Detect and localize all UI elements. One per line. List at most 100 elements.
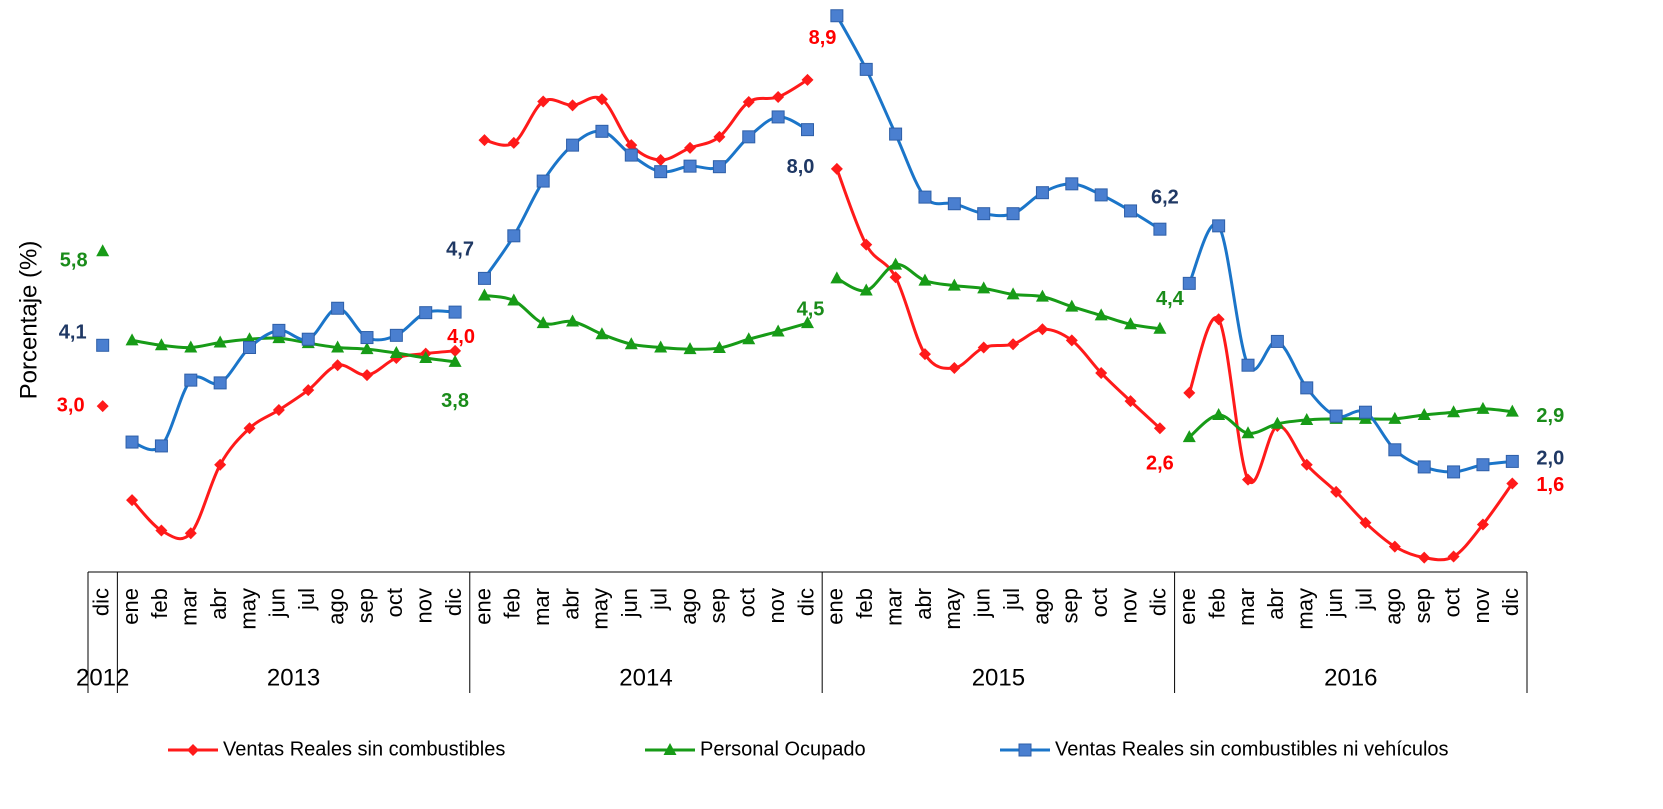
data-point (595, 124, 609, 138)
data-label: 4,0 (447, 326, 475, 348)
data-point (184, 527, 197, 540)
data-point (331, 359, 344, 372)
data-point (154, 338, 168, 351)
data-point (1417, 460, 1431, 474)
data-point (448, 354, 462, 367)
data-point (1094, 188, 1108, 202)
data-point (801, 123, 814, 137)
data-point (1417, 407, 1431, 420)
data-point (1300, 412, 1314, 425)
group-label: 2012 (76, 664, 129, 691)
data-point (1153, 422, 1166, 435)
x-tick-label: ene (118, 588, 143, 625)
x-tick-label: oct (735, 588, 760, 617)
x-tick-label: ene (1175, 588, 1200, 625)
data-point (684, 141, 697, 154)
data-point (566, 314, 580, 327)
data-point (683, 342, 697, 355)
data-point (1329, 409, 1343, 423)
data-point (771, 324, 785, 337)
series-line (484, 294, 808, 351)
series-line (483, 115, 809, 280)
data-point (1506, 477, 1519, 490)
data-label: 5,8 (60, 250, 88, 272)
data-point (1183, 386, 1196, 399)
data-point (947, 278, 961, 291)
data-point (1007, 338, 1020, 351)
data-point (272, 331, 286, 344)
data-point (1388, 443, 1402, 457)
data-point (1153, 321, 1167, 334)
group-label: 2013 (267, 664, 320, 691)
x-tick-label: feb (852, 588, 877, 619)
x-tick-label: feb (147, 588, 172, 619)
data-point (1447, 405, 1461, 418)
data-point (184, 373, 198, 387)
legend-marker (187, 744, 199, 756)
data-point (155, 524, 168, 537)
data-point (1212, 407, 1226, 420)
data-point (1359, 516, 1372, 529)
x-tick-label: dic (1146, 588, 1171, 616)
x-tick-label: mar (1234, 588, 1259, 626)
data-point (96, 338, 110, 352)
data-point (125, 333, 139, 346)
x-tick-label: jul (294, 588, 319, 611)
x-tick-label: abr (206, 588, 231, 620)
x-tick-label: dic (1498, 588, 1523, 616)
data-point (1182, 430, 1196, 443)
data-point (96, 244, 110, 257)
data-point (1300, 458, 1313, 471)
data-point (859, 283, 873, 296)
data-point (712, 341, 726, 354)
data-point (536, 174, 550, 188)
data-point (654, 154, 667, 167)
data-label: 8,9 (809, 27, 837, 49)
data-point (772, 91, 785, 104)
legend-marker (1018, 743, 1032, 757)
data-point (449, 344, 462, 357)
data-point (243, 341, 257, 355)
data-point (302, 384, 315, 397)
data-point (477, 271, 491, 285)
x-tick-label: sep (353, 588, 378, 623)
data-point (918, 190, 932, 204)
x-tick-label: jun (970, 588, 995, 618)
data-label: 2,9 (1536, 405, 1564, 427)
data-point (1330, 485, 1343, 498)
data-point (360, 342, 374, 355)
data-point (742, 96, 755, 108)
x-tick-label: nov (412, 588, 437, 623)
data-point (272, 323, 286, 337)
group-label: 2014 (619, 664, 672, 691)
x-tick-label: abr (1263, 588, 1288, 620)
data-point (184, 340, 198, 353)
data-point (419, 306, 433, 320)
series-line (131, 336, 456, 364)
data-point (801, 316, 814, 329)
x-tick-label: jun (1322, 588, 1347, 618)
data-point (1242, 473, 1255, 486)
x-tick-label: nov (1116, 588, 1141, 623)
x-tick-label: jun (617, 588, 642, 618)
data-point (1241, 358, 1255, 372)
data-point (360, 331, 374, 345)
x-tick-label: may (588, 588, 613, 630)
data-point (214, 458, 227, 471)
data-label: 4,5 (797, 298, 825, 320)
data-point (860, 238, 873, 251)
data-point (507, 229, 521, 243)
series-line (835, 15, 1161, 231)
x-tick-label: dic (88, 588, 113, 616)
data-point (918, 273, 932, 286)
data-point (1153, 222, 1167, 236)
data-point (1094, 308, 1108, 321)
data-point (566, 138, 580, 152)
data-point (1065, 299, 1079, 312)
data-label: 4,4 (1156, 288, 1185, 310)
series-line (836, 263, 1161, 331)
x-tick-label: jul (646, 588, 671, 611)
x-tick-label: feb (500, 588, 525, 619)
data-point (889, 271, 902, 284)
